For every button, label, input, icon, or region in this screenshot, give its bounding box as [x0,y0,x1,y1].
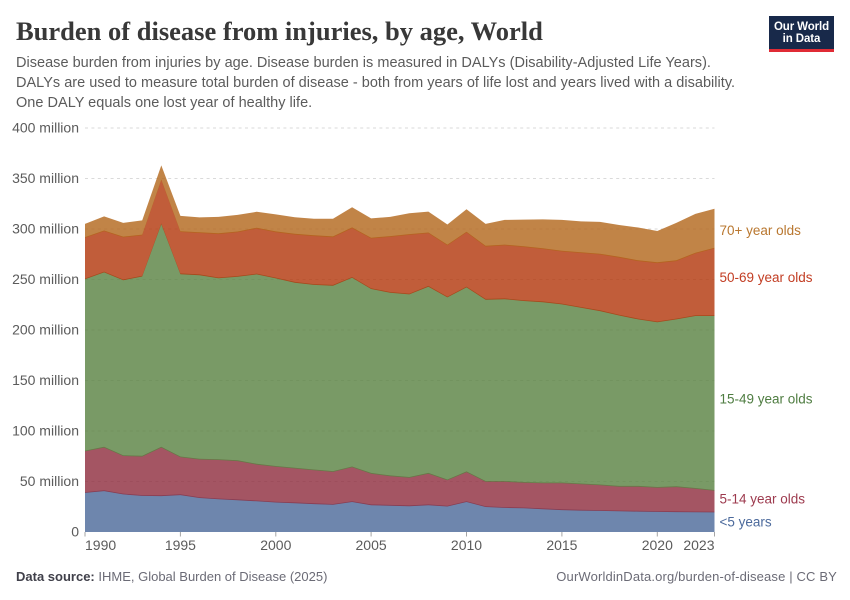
svg-text:2005: 2005 [356,537,387,553]
svg-text:300 million: 300 million [12,221,79,237]
svg-text:2023: 2023 [683,537,714,553]
svg-text:2010: 2010 [451,537,482,553]
svg-text:70+ year olds: 70+ year olds [720,223,802,238]
svg-text:50 million: 50 million [20,473,79,489]
svg-text:1995: 1995 [165,537,196,553]
svg-text:350 million: 350 million [12,170,79,186]
svg-text:150 million: 150 million [12,372,79,388]
svg-text:1990: 1990 [85,537,116,553]
svg-text:15-49 year olds: 15-49 year olds [720,391,813,406]
svg-text:250 million: 250 million [12,271,79,287]
svg-text:50-69 year olds: 50-69 year olds [720,270,813,285]
svg-text:5-14 year olds: 5-14 year olds [720,491,806,506]
svg-text:100 million: 100 million [12,423,79,439]
svg-text:2015: 2015 [546,537,577,553]
svg-text:2020: 2020 [642,537,673,553]
svg-text:0: 0 [71,524,79,540]
svg-text:400 million: 400 million [12,120,79,136]
svg-text:200 million: 200 million [12,322,79,338]
svg-text:2000: 2000 [260,537,291,553]
svg-text:<5 years: <5 years [720,515,772,530]
